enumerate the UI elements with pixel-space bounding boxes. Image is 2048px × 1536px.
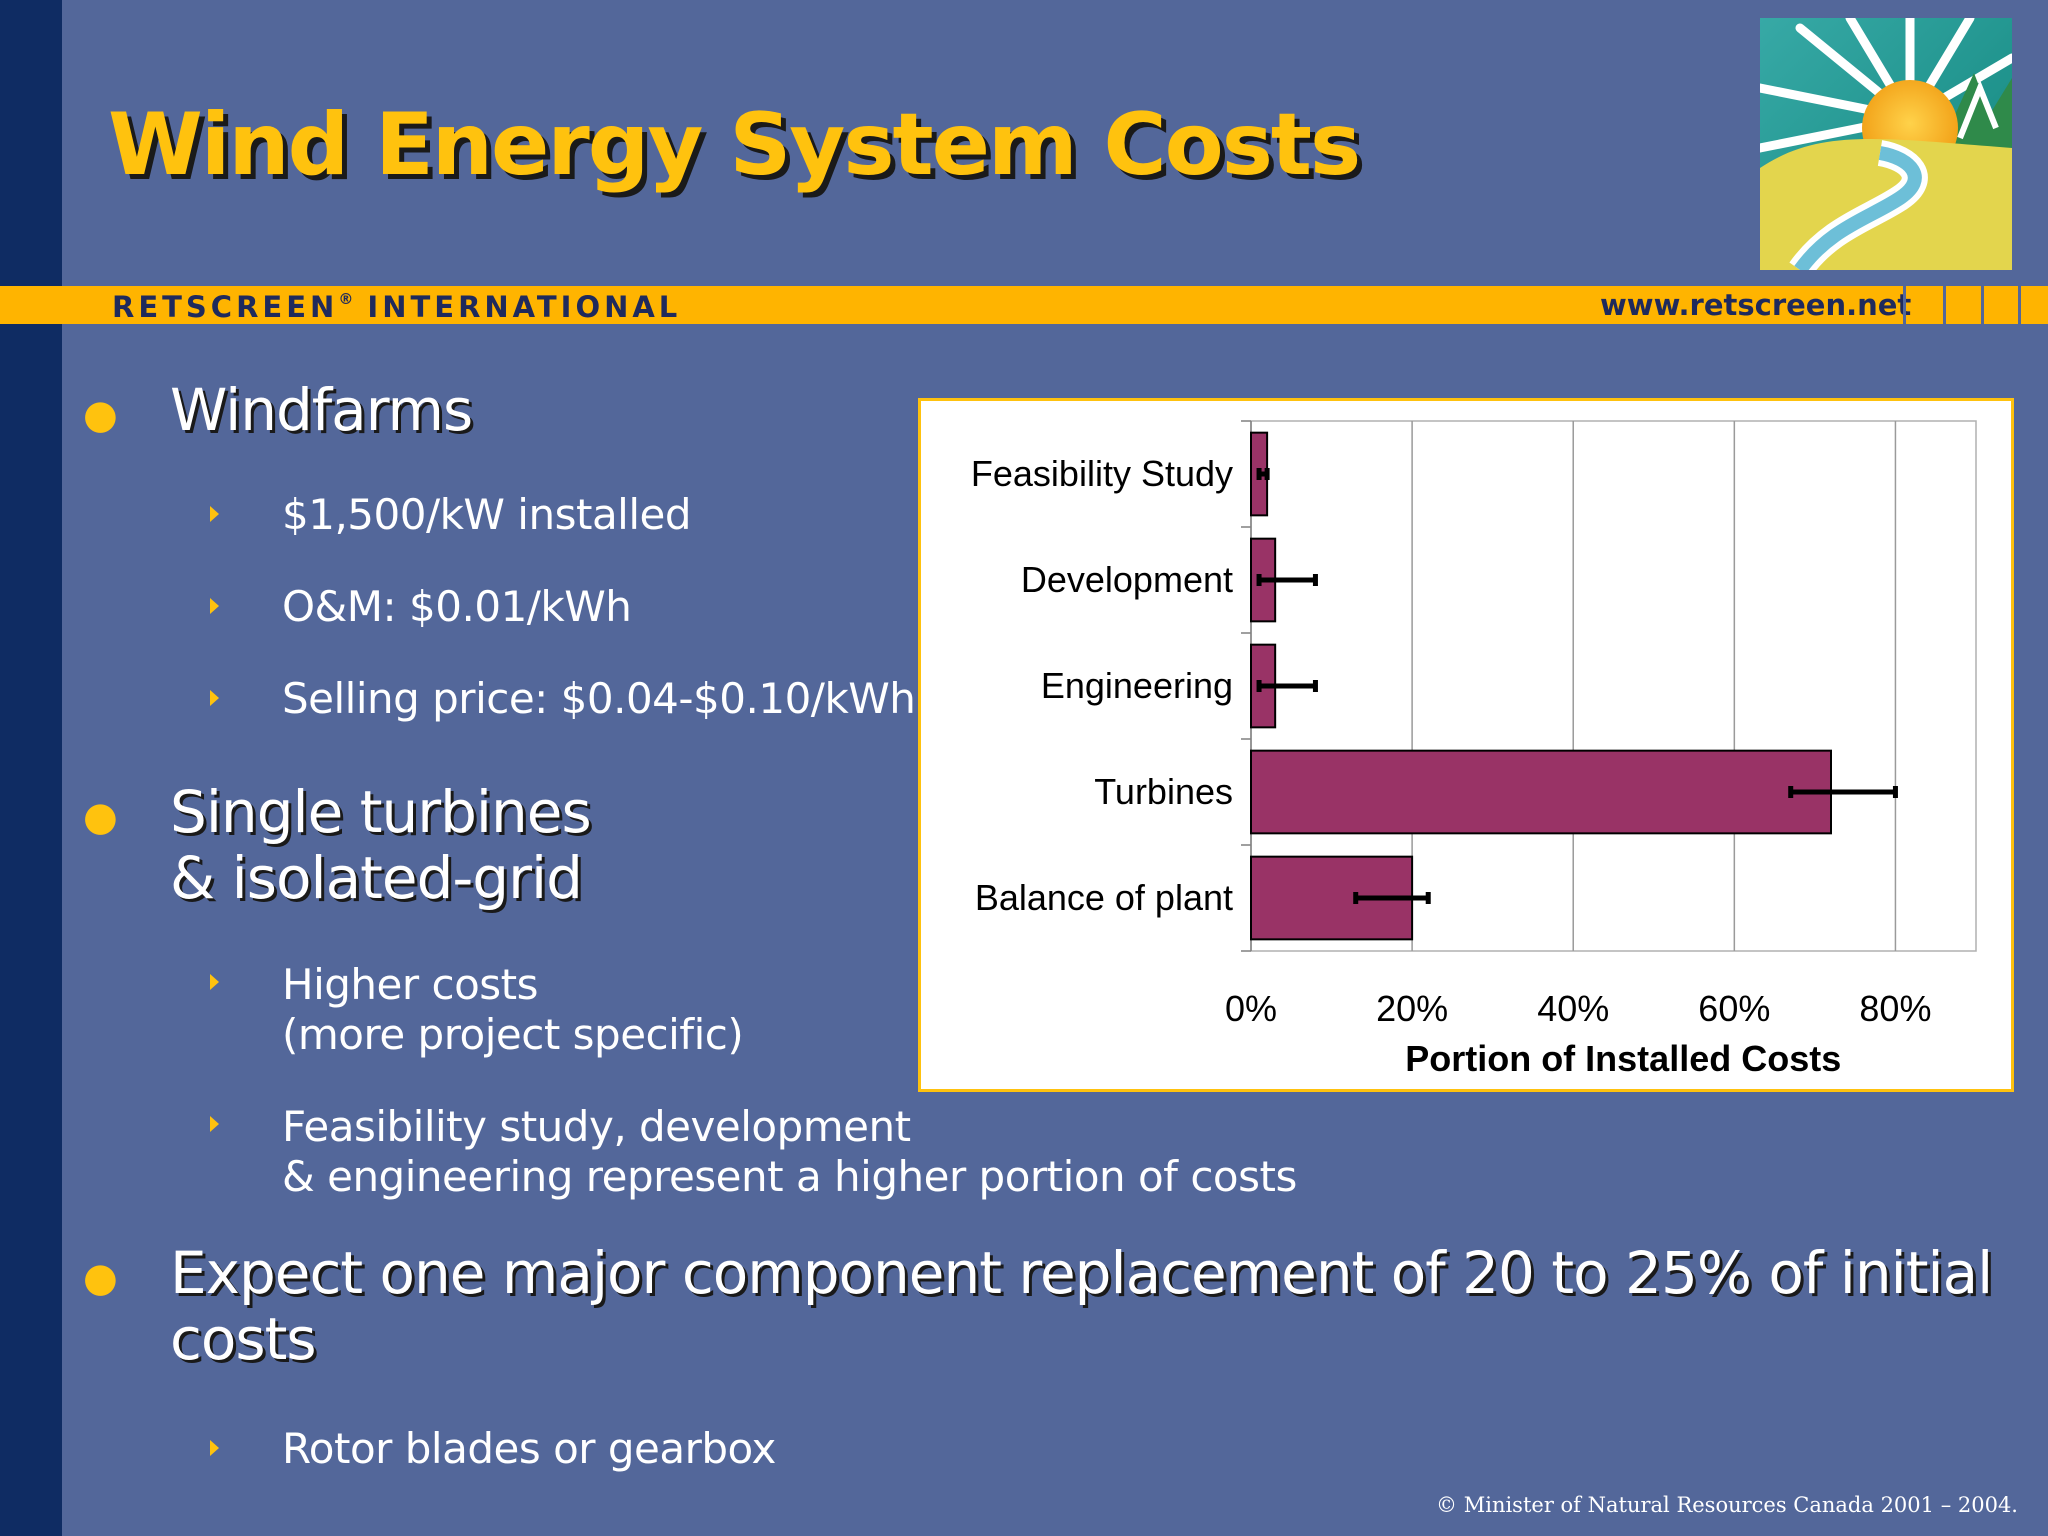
bar [1250,749,1832,835]
bullet-heading: Windfarms [170,376,473,444]
sub-bullet: Higher costs (more project specific) [282,960,744,1060]
band-divider [1903,286,1906,324]
x-axis-title: Portion of Installed Costs [1405,1038,1841,1079]
category-label: Development [1021,559,1233,600]
bullet-dot-icon: ● [83,1255,118,1301]
bullet-dot-icon: ● [83,392,118,438]
sub-bullet: Feasibility study, development & enginee… [282,1102,1297,1202]
triangle-arrow-icon [210,1440,219,1456]
cost-chart: 0% 20% 40% 60% 80% Feasibility Study Developme… [918,398,2014,1092]
category-label: Balance of plant [975,877,1233,918]
bullet-line: Expect one major component replacement o… [170,1239,1993,1307]
cost-bar-chart: 0% 20% 40% 60% 80% Feasibility Study Developme… [971,420,1977,1079]
triangle-arrow-icon [210,598,219,614]
x-tick-label: 60% [1698,988,1770,1029]
brand-registered-mark: ® [338,290,354,308]
copyright-footer: © Minister of Natural Resources Canada 2… [1436,1493,2018,1517]
sub-bullet: Rotor blades or gearbox [282,1424,776,1474]
x-tick-label: 40% [1537,988,1609,1029]
sub-bullet: O&M: $0.01/kWh [282,582,632,632]
bullet-line: Windfarms [170,376,473,444]
x-tick-label: 80% [1859,988,1931,1029]
sub-bullet-line: Rotor blades or gearbox [282,1424,776,1473]
triangle-arrow-icon [210,974,219,990]
sub-bullet-line: Higher costs [282,960,539,1009]
sub-bullet-line: (more project specific) [282,1010,744,1059]
brand-name: RETSCREEN [112,290,339,324]
bullet-heading: Single turbines & isolated-grid [170,778,592,912]
sub-bullet-line: O&M: $0.01/kWh [282,582,632,631]
website-url[interactable]: www.retscreen.net [1600,288,1912,322]
sub-bullet-line: Selling price: $0.04-$0.10/kWh [282,674,916,723]
band-divider [1981,286,1984,324]
sub-bullet-line: & engineering represent a higher portion… [282,1152,1297,1201]
category-label: Feasibility Study [971,453,1233,494]
header-band [0,286,2048,324]
sub-bullet: $1,500/kW installed [282,490,692,540]
sub-bullet-line: Feasibility study, development [282,1102,911,1151]
x-tick-label: 20% [1376,988,1448,1029]
left-accent-bar [0,0,62,1536]
bullet-line: & isolated-grid [170,844,583,912]
brand-wordmark: RETSCREEN® INTERNATIONAL [112,290,681,324]
sub-bullet: Selling price: $0.04-$0.10/kWh [282,674,916,724]
band-divider [2018,286,2021,324]
x-tick-label: 0% [1225,988,1277,1029]
bullet-line: costs [170,1305,317,1373]
category-label: Engineering [1041,665,1233,706]
band-divider [1943,286,1946,324]
retscreen-logo-icon [1760,18,2012,270]
sub-bullet-line: $1,500/kW installed [282,490,692,539]
bullet-dot-icon: ● [83,794,118,840]
bullet-line: Single turbines [170,778,592,846]
bullet-heading: Expect one major component replacement o… [170,1239,1993,1373]
triangle-arrow-icon [210,506,219,522]
triangle-arrow-icon [210,690,219,706]
category-label: Turbines [1094,771,1233,812]
slide-title: Wind Energy System Costs [108,95,1361,195]
brand-suffix: INTERNATIONAL [367,290,682,324]
triangle-arrow-icon [210,1116,219,1132]
